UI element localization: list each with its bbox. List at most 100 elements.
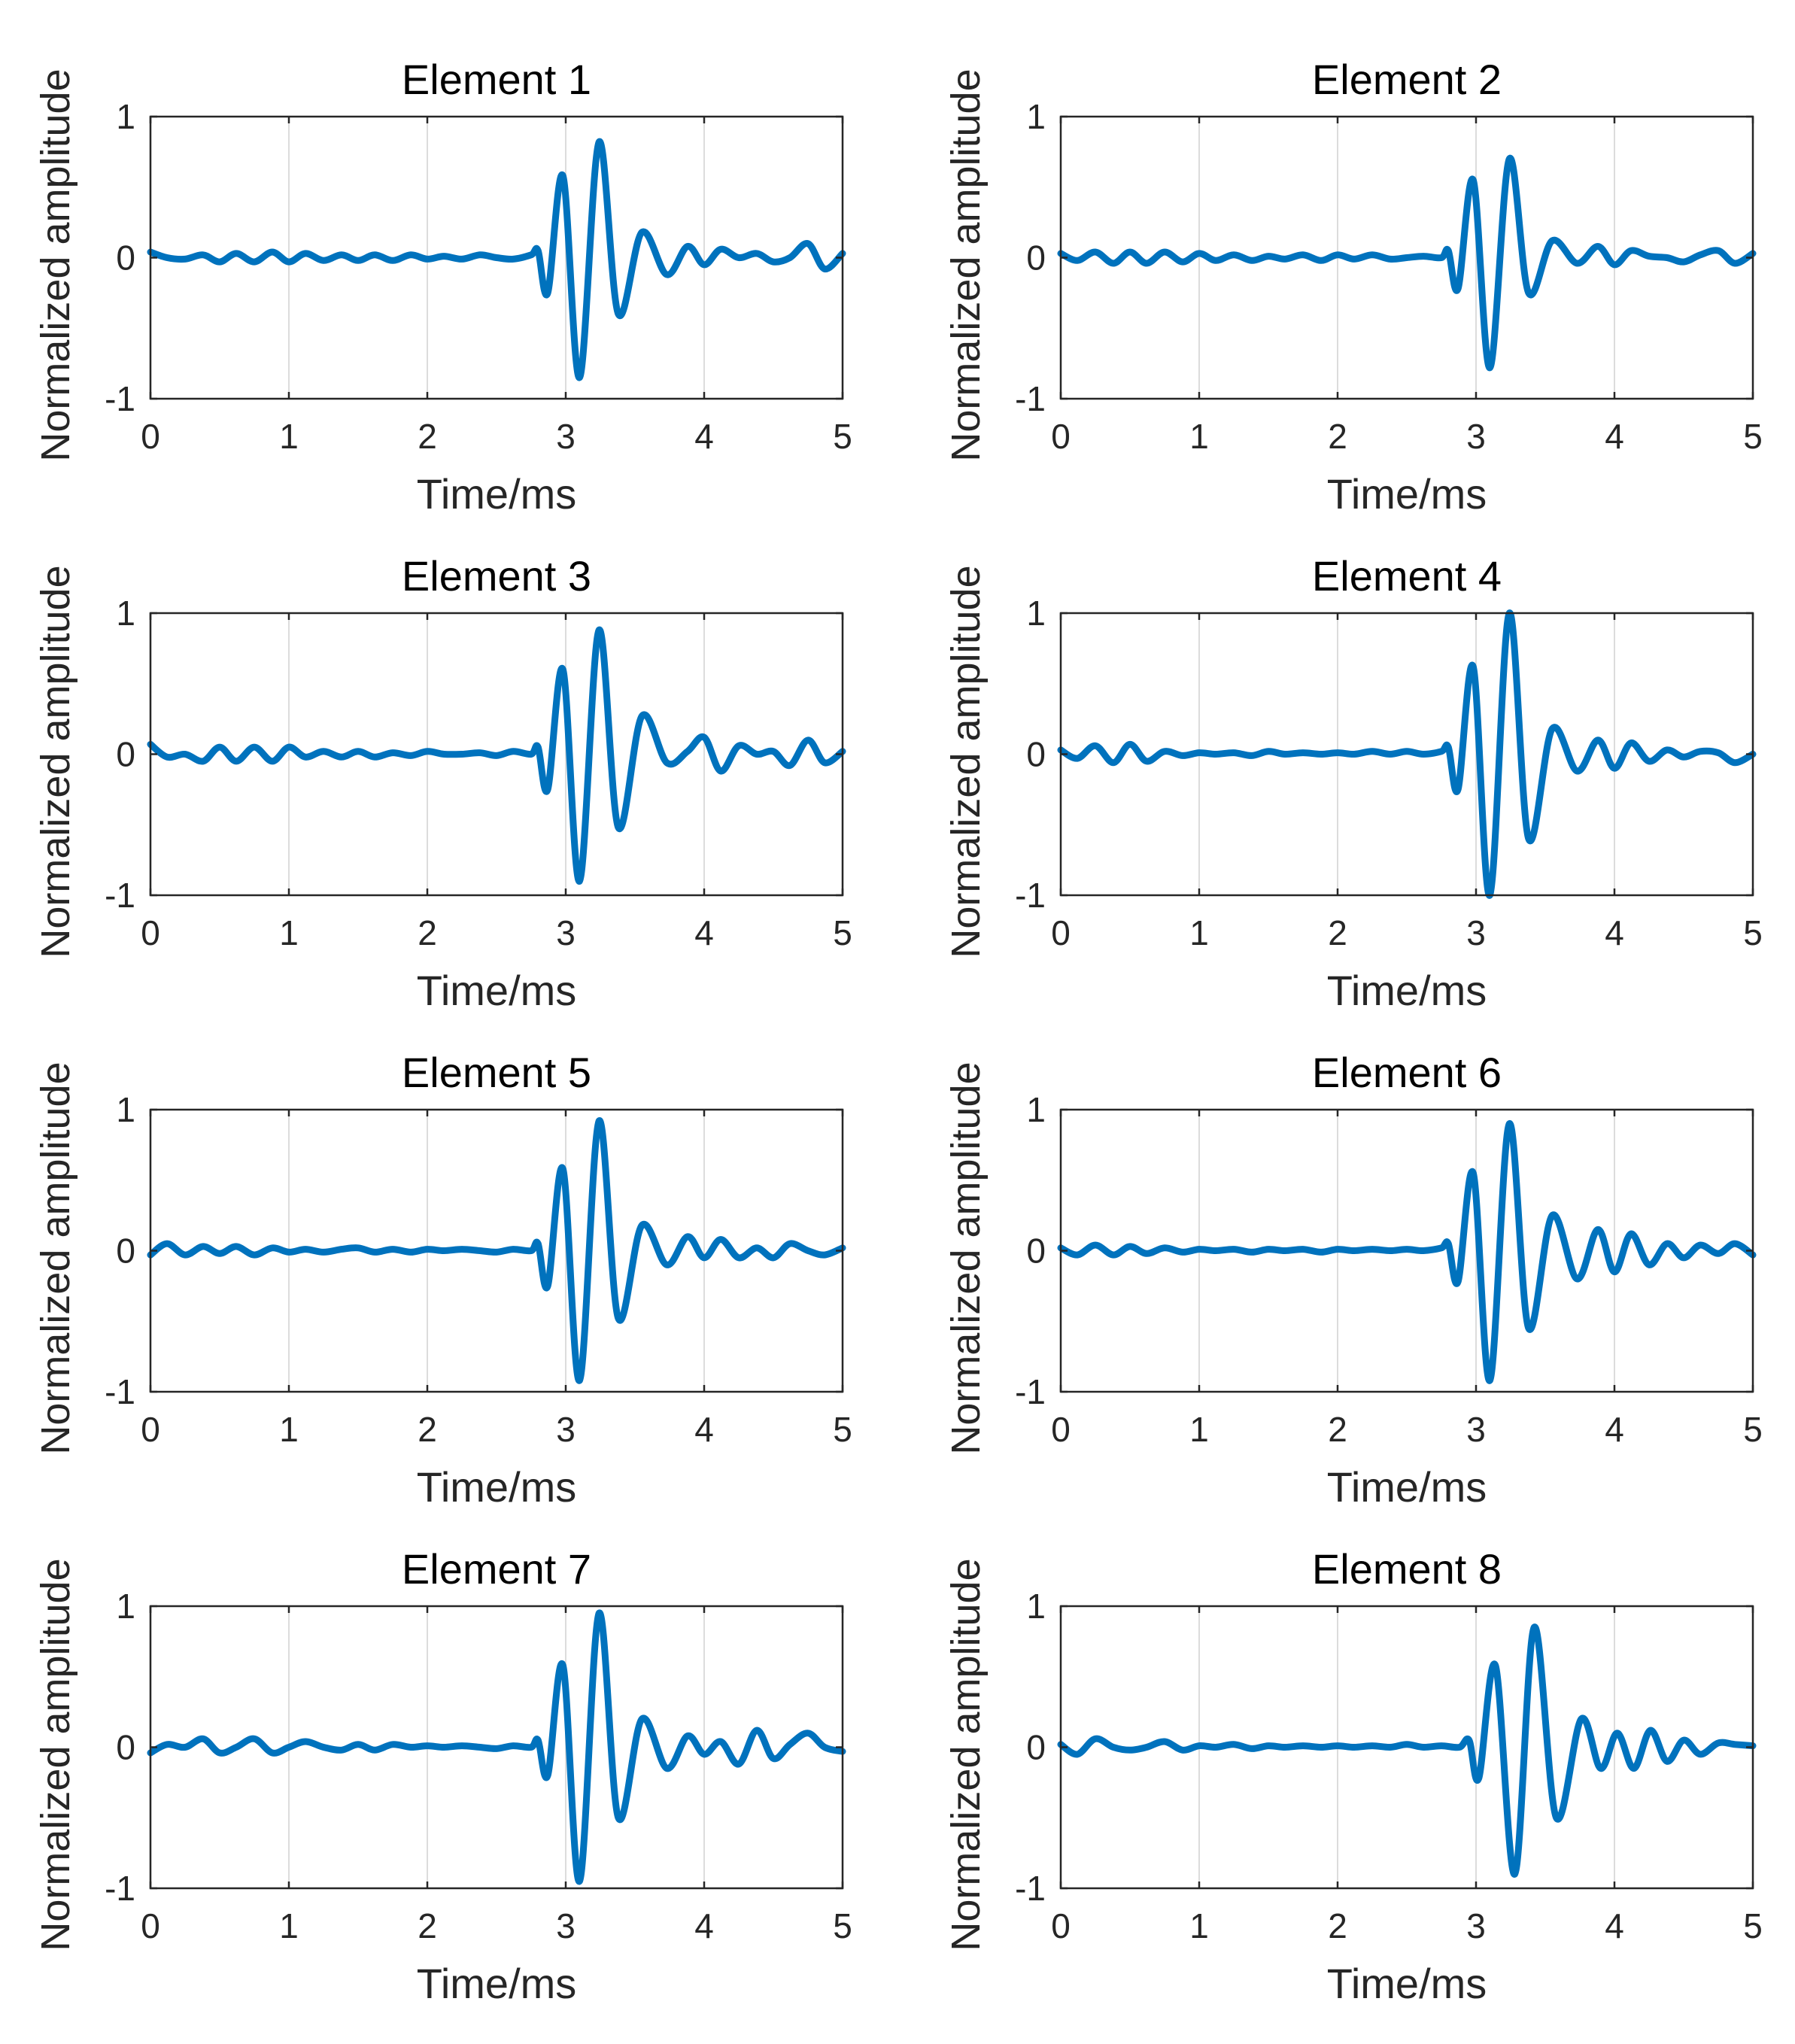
- x-tick-label: 5: [833, 1410, 852, 1449]
- x-tick-label: 5: [833, 417, 852, 456]
- y-tick-label: 1: [1026, 594, 1046, 633]
- x-tick-label: 3: [1466, 417, 1486, 456]
- x-tick-label: 0: [141, 1906, 160, 1945]
- x-tick-label: 2: [418, 913, 437, 952]
- x-tick-label: 3: [1466, 1410, 1486, 1449]
- x-tick-label: 4: [1605, 1906, 1624, 1945]
- y-tick-label: -1: [105, 1372, 135, 1411]
- y-tick-label: 0: [116, 735, 135, 774]
- x-tick-label: 2: [418, 1906, 437, 1945]
- x-tick-label: 3: [556, 1906, 576, 1945]
- y-axis-label: Normalized amplitude: [943, 1061, 989, 1454]
- x-tick-label: 1: [1189, 1410, 1209, 1449]
- x-tick-label: 2: [1328, 1906, 1347, 1945]
- x-tick-label: 3: [1466, 913, 1486, 952]
- signal-trace: [1057, 154, 1757, 372]
- y-axis-label: Normalized amplitude: [33, 565, 78, 958]
- x-tick-label: 2: [1328, 417, 1347, 456]
- x-tick-label: 0: [1051, 417, 1071, 456]
- x-tick-label: 3: [1466, 1906, 1486, 1945]
- y-axis-label: Normalized amplitude: [943, 565, 989, 958]
- signal-trace: [147, 138, 846, 381]
- x-tick-label: 1: [279, 417, 299, 456]
- x-tick-label: 5: [1743, 1410, 1763, 1449]
- y-tick-label: -1: [105, 876, 135, 915]
- x-tick-label: 2: [418, 1410, 437, 1449]
- x-tick-label: 3: [556, 913, 576, 952]
- y-tick-label: -1: [1015, 876, 1046, 915]
- y-axis-label: Normalized amplitude: [33, 1558, 78, 1951]
- x-tick-label: 4: [694, 1410, 714, 1449]
- x-axis-label: Time/ms: [417, 1463, 577, 1511]
- signal-trace: [1057, 1623, 1757, 1878]
- y-tick-label: 1: [1026, 1587, 1046, 1626]
- y-tick-label: 0: [116, 238, 135, 278]
- chart-title: Element 4: [1312, 552, 1502, 600]
- signal-trace: [1057, 609, 1757, 899]
- x-tick-label: 5: [833, 913, 852, 952]
- x-tick-label: 4: [1605, 913, 1624, 952]
- chart-title: Element 6: [1312, 1049, 1502, 1096]
- x-tick-label: 4: [694, 1906, 714, 1945]
- chart-title: Element 1: [402, 56, 591, 103]
- y-tick-label: -1: [1015, 1869, 1046, 1908]
- x-tick-label: 4: [694, 913, 714, 952]
- x-tick-label: 1: [1189, 913, 1209, 952]
- chart-title: Element 5: [402, 1049, 591, 1096]
- x-tick-label: 2: [1328, 1410, 1347, 1449]
- x-tick-label: 4: [694, 417, 714, 456]
- x-tick-label: 1: [1189, 1906, 1209, 1945]
- x-axis-label: Time/ms: [417, 1960, 577, 2007]
- x-tick-label: 4: [1605, 417, 1624, 456]
- x-tick-label: 0: [1051, 1410, 1071, 1449]
- x-tick-label: 2: [1328, 913, 1347, 952]
- x-tick-label: 5: [833, 1906, 852, 1945]
- x-tick-label: 1: [279, 913, 299, 952]
- chart-title: Element 8: [1312, 1545, 1502, 1593]
- y-axis-label: Normalized amplitude: [943, 1558, 989, 1951]
- x-tick-label: 1: [1189, 417, 1209, 456]
- y-tick-label: -1: [1015, 379, 1046, 418]
- y-tick-label: 0: [1026, 238, 1046, 278]
- x-tick-label: 5: [1743, 1906, 1763, 1945]
- y-tick-label: -1: [105, 379, 135, 418]
- signal-trace: [147, 1117, 846, 1384]
- signal-trace: [147, 626, 846, 885]
- y-tick-label: 0: [116, 1232, 135, 1271]
- x-tick-label: 0: [1051, 1906, 1071, 1945]
- x-axis-label: Time/ms: [1327, 1960, 1487, 2007]
- x-tick-label: 0: [141, 417, 160, 456]
- y-tick-label: -1: [1015, 1372, 1046, 1411]
- x-tick-label: 3: [556, 417, 576, 456]
- y-tick-label: 0: [1026, 735, 1046, 774]
- x-axis-label: Time/ms: [417, 967, 577, 1014]
- y-tick-label: 1: [116, 1090, 135, 1129]
- x-tick-label: 0: [141, 1410, 160, 1449]
- x-tick-label: 5: [1743, 417, 1763, 456]
- y-tick-label: 1: [1026, 97, 1046, 136]
- chart-title: Element 2: [1312, 56, 1502, 103]
- x-tick-label: 0: [1051, 913, 1071, 952]
- x-tick-label: 4: [1605, 1410, 1624, 1449]
- y-tick-label: 1: [116, 1587, 135, 1626]
- x-tick-label: 1: [279, 1906, 299, 1945]
- chart-title: Element 7: [402, 1545, 591, 1593]
- x-axis-label: Time/ms: [1327, 470, 1487, 518]
- y-tick-label: 0: [1026, 1728, 1046, 1767]
- x-axis-label: Time/ms: [1327, 967, 1487, 1014]
- signal-trace: [147, 1609, 846, 1885]
- y-tick-label: 0: [116, 1728, 135, 1767]
- y-axis-label: Normalized amplitude: [33, 68, 78, 461]
- x-tick-label: 0: [141, 913, 160, 952]
- y-tick-label: 1: [116, 97, 135, 136]
- y-axis-label: Normalized amplitude: [33, 1061, 78, 1454]
- x-tick-label: 3: [556, 1410, 576, 1449]
- y-tick-label: -1: [105, 1869, 135, 1908]
- y-tick-label: 0: [1026, 1232, 1046, 1271]
- x-axis-label: Time/ms: [417, 470, 577, 518]
- y-tick-label: 1: [1026, 1090, 1046, 1129]
- chart-title: Element 3: [402, 552, 591, 600]
- y-tick-label: 1: [116, 594, 135, 633]
- y-axis-label: Normalized amplitude: [943, 68, 989, 461]
